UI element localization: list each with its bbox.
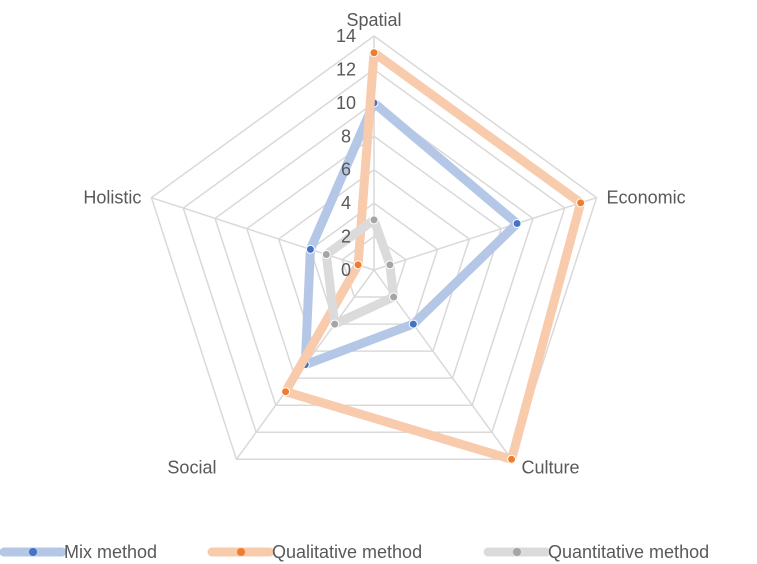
legend-swatch-marker-2 <box>513 548 521 556</box>
data-point-0-2 <box>408 319 418 329</box>
data-point-1-0 <box>369 48 379 58</box>
axis-spoke-4 <box>151 196 375 271</box>
series-2 <box>321 215 399 329</box>
legend-swatch-marker-1 <box>237 548 245 556</box>
series-line-2 <box>321 215 399 329</box>
tick-label-7: 14 <box>336 26 356 46</box>
data-point-1-3 <box>281 387 291 397</box>
data-point-0-4 <box>305 244 315 254</box>
data-point-1-4 <box>353 260 363 270</box>
data-point-1-1 <box>576 198 586 208</box>
data-point-0-1 <box>512 219 522 229</box>
data-point-2-1 <box>385 260 395 270</box>
axis-label-holistic: Holistic <box>83 188 141 208</box>
tick-label-6: 12 <box>336 59 356 79</box>
tick-label-0: 0 <box>341 260 351 280</box>
legend-swatch-marker-0 <box>29 548 37 556</box>
legend-item-2: Quantitative method <box>483 542 709 562</box>
grid-ring-3 <box>277 168 471 352</box>
grid-ring-1 <box>341 235 407 298</box>
data-point-2-3 <box>330 319 340 329</box>
axis-spoke-2 <box>373 269 513 460</box>
axis-spoke-1 <box>373 196 597 271</box>
legend-label-1: Qualitative method <box>272 542 422 562</box>
tick-label-5: 10 <box>336 93 356 113</box>
data-point-1-2 <box>507 454 517 464</box>
series-line-0 <box>300 98 522 370</box>
legend-item-0: Mix method <box>0 542 157 562</box>
radar-axis-labels: Spatial Economic Culture Social Holistic <box>83 10 685 477</box>
grid-ring-6 <box>182 68 566 434</box>
radar-grid <box>150 35 598 461</box>
grid-ring-2 <box>309 202 439 325</box>
radar-tick-labels: 0 2 4 6 8 10 12 14 <box>336 26 356 280</box>
grid-ring-5 <box>214 101 534 406</box>
legend-label-2: Quantitative method <box>548 542 709 562</box>
legend-item-1: Qualitative method <box>207 542 422 562</box>
axis-label-culture: Culture <box>522 457 580 477</box>
legend-label-0: Mix method <box>64 542 157 562</box>
data-point-2-4 <box>321 250 331 260</box>
data-point-2-0 <box>369 215 379 225</box>
radar-series <box>281 48 586 464</box>
radar-chart: 0 2 4 6 8 10 12 14 Spatial Economic Culture Social… <box>83 10 685 477</box>
chart-legend: Mix method Qualitative method Quantitative… <box>0 542 709 562</box>
data-point-2-2 <box>389 292 399 302</box>
axis-label-social: Social <box>167 457 216 477</box>
grid-ring-7 <box>150 35 598 461</box>
axis-label-spatial: Spatial <box>346 10 401 30</box>
tick-label-2: 4 <box>341 193 351 213</box>
radar-axes <box>151 36 597 460</box>
grid-ring-4 <box>245 135 503 379</box>
tick-label-1: 2 <box>341 227 351 247</box>
tick-label-4: 8 <box>341 126 351 146</box>
axis-label-economic: Economic <box>607 188 686 208</box>
tick-label-3: 6 <box>341 160 351 180</box>
